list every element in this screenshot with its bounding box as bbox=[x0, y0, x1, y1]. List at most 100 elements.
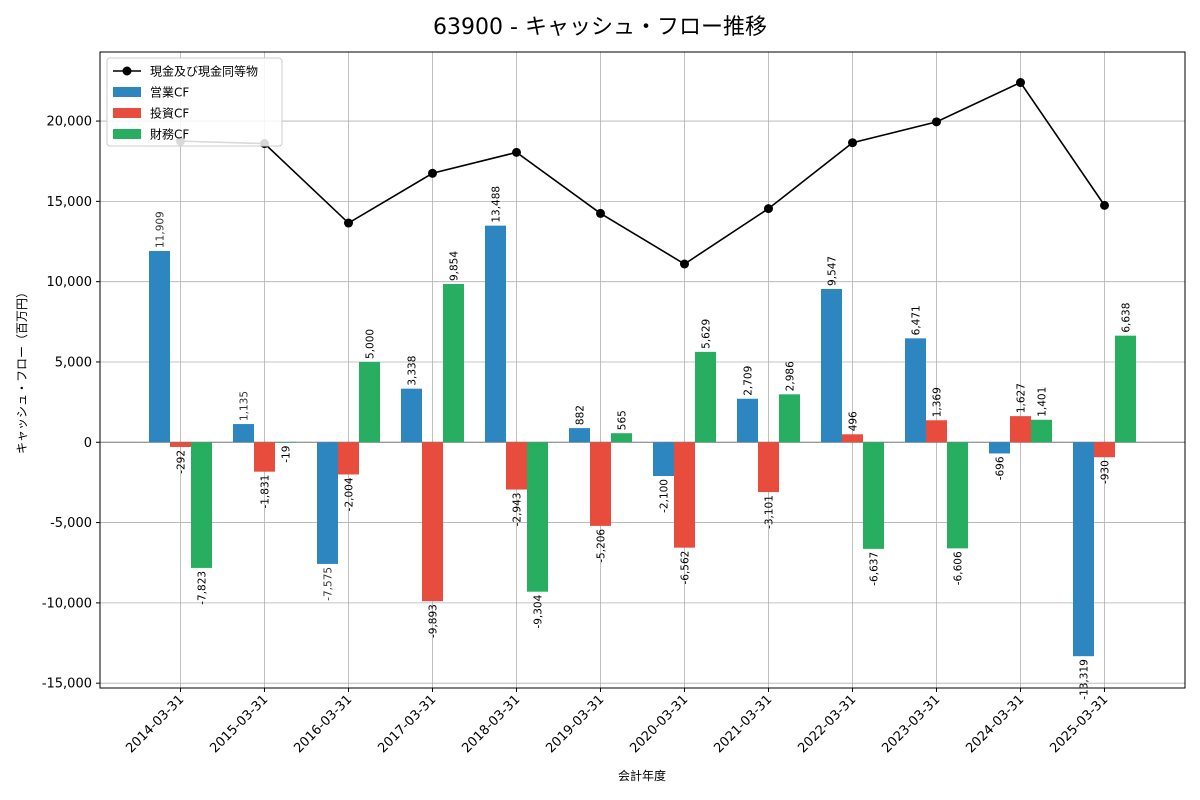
bar bbox=[275, 442, 296, 443]
bar bbox=[674, 442, 695, 548]
bar bbox=[653, 442, 674, 476]
bar-value-label: -7,575 bbox=[323, 567, 335, 601]
bar-value-label: 565 bbox=[617, 410, 629, 430]
bar bbox=[317, 442, 338, 564]
legend-color-swatch bbox=[113, 108, 141, 118]
y-tick-label: 0 bbox=[84, 436, 92, 451]
legend-box bbox=[106, 57, 283, 147]
bar-value-label: 5,629 bbox=[701, 319, 713, 349]
x-tick-label: 2021-03-31 bbox=[711, 692, 775, 756]
bar bbox=[779, 394, 800, 443]
bar-value-label: -19 bbox=[281, 446, 293, 463]
legend-color-swatch bbox=[113, 129, 141, 139]
cash-line-path bbox=[180, 81, 1106, 265]
bar bbox=[926, 420, 947, 443]
bar-value-label: 6,638 bbox=[1121, 303, 1133, 333]
bar bbox=[842, 434, 863, 443]
bar bbox=[1031, 419, 1052, 443]
bar bbox=[506, 442, 527, 490]
cash-line-point bbox=[932, 117, 941, 127]
bar-value-label: 11,909 bbox=[155, 211, 167, 248]
bar-value-label: -5,206 bbox=[596, 529, 608, 563]
grid bbox=[100, 52, 1185, 688]
bar-value-label: -6,606 bbox=[953, 551, 965, 585]
bar bbox=[443, 284, 464, 443]
legend-label: 投資CF bbox=[150, 106, 189, 121]
cash-line-point bbox=[344, 218, 353, 228]
bar-value-label: -7,823 bbox=[197, 571, 209, 605]
x-tick-label: 2020-03-31 bbox=[627, 692, 691, 756]
bar-value-label: 6,471 bbox=[911, 305, 923, 335]
x-tick-label: 2015-03-31 bbox=[207, 692, 271, 756]
bar bbox=[1094, 442, 1115, 458]
y-tick-label: -15,000 bbox=[42, 677, 92, 692]
bar bbox=[947, 442, 968, 549]
legend-label: 営業CF bbox=[150, 86, 189, 100]
bar-value-label: -13,319 bbox=[1079, 659, 1091, 700]
legend-marker bbox=[122, 66, 132, 76]
x-tick-label: 2023-03-31 bbox=[879, 692, 943, 756]
bar bbox=[611, 433, 632, 443]
bar bbox=[401, 388, 422, 443]
bar-value-label: 9,547 bbox=[827, 256, 839, 286]
y-tick-label: -10,000 bbox=[42, 596, 92, 611]
bars bbox=[149, 225, 1136, 657]
bar-value-label: -9,304 bbox=[533, 594, 545, 628]
bar bbox=[191, 442, 212, 568]
bar-value-label: -6,637 bbox=[869, 552, 881, 586]
bar bbox=[233, 424, 254, 443]
x-tick-label: 2022-03-31 bbox=[795, 692, 859, 756]
bar bbox=[695, 351, 716, 443]
x-tick-label: 2024-03-31 bbox=[963, 692, 1027, 756]
x-tick-label: 2018-03-31 bbox=[459, 692, 523, 756]
bar-value-label: 13,488 bbox=[491, 186, 503, 223]
y-tick-label: 15,000 bbox=[47, 195, 93, 210]
x-tick-label: 2025-03-31 bbox=[1047, 692, 1111, 756]
plot-frame bbox=[99, 51, 1186, 689]
bar bbox=[821, 288, 842, 443]
bar-value-label: -9,893 bbox=[428, 604, 440, 638]
y-tick-label: 10,000 bbox=[47, 275, 93, 290]
bar bbox=[863, 442, 884, 549]
bar-value-label: -696 bbox=[995, 456, 1007, 480]
cash-line-point bbox=[512, 147, 521, 157]
bar bbox=[590, 442, 611, 526]
bar bbox=[737, 398, 758, 443]
bar bbox=[149, 251, 170, 443]
bar-value-label: -2,100 bbox=[659, 479, 671, 513]
legend-color-swatch bbox=[113, 87, 141, 97]
x-tick-label: 2014-03-31 bbox=[123, 692, 187, 756]
legend-label: 現金及び現金同等物 bbox=[150, 64, 258, 79]
bar-value-label: -2,943 bbox=[512, 493, 524, 527]
x-axis-label: 会計年度 bbox=[618, 768, 666, 783]
bar bbox=[527, 442, 548, 592]
bar-value-label: 5,000 bbox=[365, 329, 377, 359]
y-tick-label: -5,000 bbox=[50, 516, 92, 531]
cash-line-point bbox=[764, 204, 773, 214]
bar bbox=[569, 428, 590, 443]
bar bbox=[905, 338, 926, 443]
x-axis-ticks: 2014-03-31 2015-03-31 2016-03-31 2017-03-31… bbox=[123, 688, 1111, 756]
bar-value-label: -6,562 bbox=[680, 551, 692, 585]
bar-value-label: 9,854 bbox=[449, 251, 461, 281]
chart-title: 63900 - キャッシュ・フロー推移 bbox=[433, 15, 767, 40]
y-axis-ticks: -15,000 -10,000 -5,000 0 5,000 10,000 15,000 20… bbox=[42, 115, 100, 692]
bar-value-label: 3,338 bbox=[407, 356, 419, 386]
cash-line bbox=[176, 78, 1109, 269]
bar bbox=[1115, 335, 1136, 443]
bar bbox=[338, 442, 359, 475]
bar-value-label: -2,004 bbox=[344, 477, 356, 511]
bar-value-label: 496 bbox=[848, 411, 860, 431]
cash-line-point bbox=[428, 168, 437, 178]
bar-value-label: 1,369 bbox=[932, 387, 944, 417]
bar-value-label: 2,986 bbox=[785, 361, 797, 391]
x-tick-label: 2017-03-31 bbox=[375, 692, 439, 756]
bar-value-label: 1,627 bbox=[1016, 383, 1028, 413]
x-tick-label: 2016-03-31 bbox=[291, 692, 355, 756]
legend-label: 財務CF bbox=[150, 127, 189, 142]
y-tick-label: 20,000 bbox=[47, 115, 93, 130]
bar bbox=[758, 442, 779, 493]
data-labels: 11,909 1,135 -7,575 3,338 13,488 882 -2,100 2,7… bbox=[155, 186, 1133, 700]
